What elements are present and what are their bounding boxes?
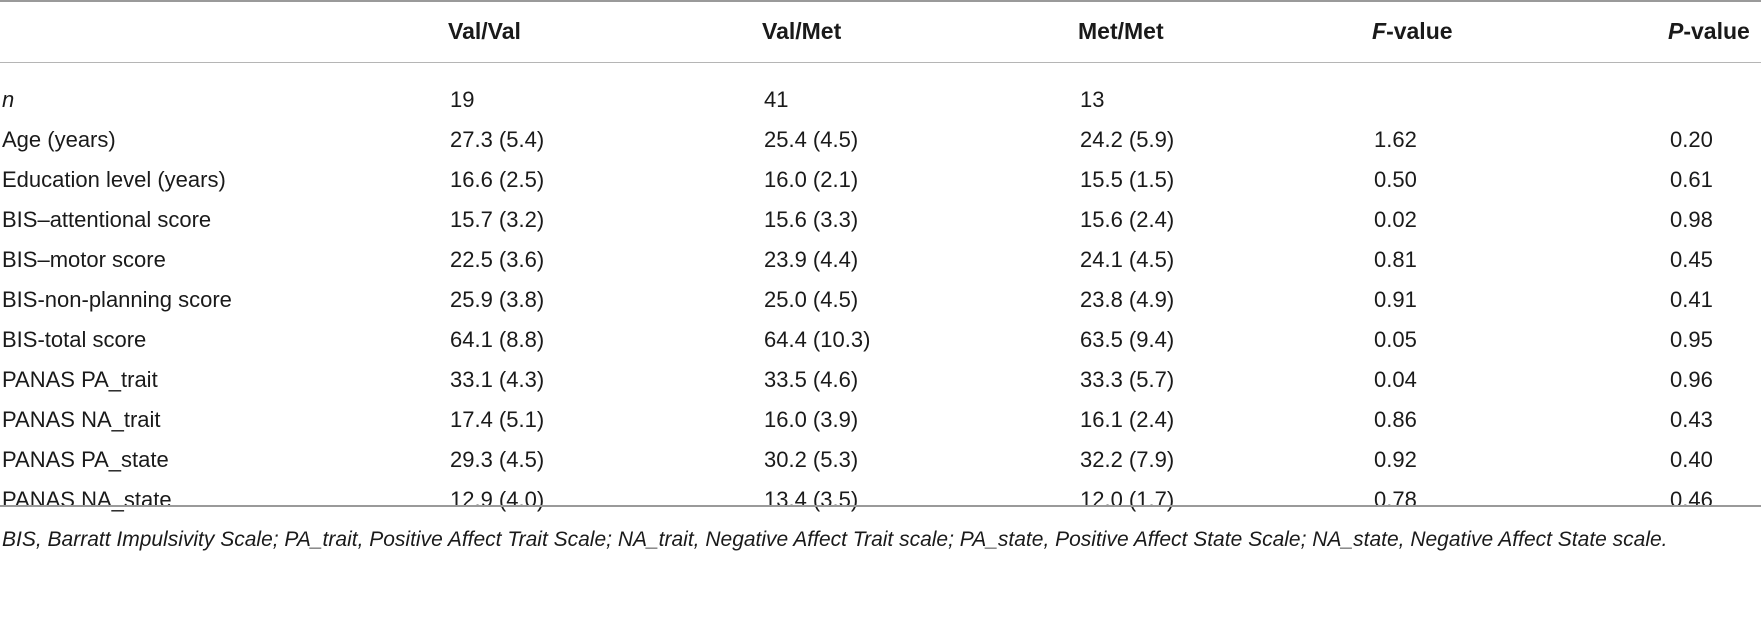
header-f-rest: -value xyxy=(1386,18,1453,44)
cell-f: 0.81 xyxy=(1374,247,1417,272)
row-label: BIS-non-planning score xyxy=(2,287,232,312)
top-rule xyxy=(0,0,1761,2)
header-val-met: Val/Met xyxy=(762,18,842,44)
row-label: BIS-total score xyxy=(2,327,147,352)
cell-f: 0.92 xyxy=(1374,447,1417,472)
table-row: PANAS NA_state 12.9 (4.0) 13.4 (3.5) 12.0 (… xyxy=(0,480,1760,520)
row-label: PANAS PA_state xyxy=(2,447,169,472)
cell-p: 0.41 xyxy=(1670,287,1713,312)
cell-c1: 16.6 (2.5) xyxy=(450,167,545,192)
table-row: BIS-total score 64.1 (8.8) 64.4 (10.3) 63.5… xyxy=(0,320,1760,360)
cell-c3: 12.0 (1.7) xyxy=(1080,487,1175,512)
cell-c1: 33.1 (4.3) xyxy=(450,367,545,392)
cell-f xyxy=(1374,80,1670,120)
row-label: BIS–motor score xyxy=(2,247,166,272)
data-table: n 19 41 13 Age (years) 27.3 (5.4) 25.4 (4.5) 24… xyxy=(0,80,1760,520)
cell-c3: 16.1 (2.4) xyxy=(1080,407,1175,432)
cell-c3: 63.5 (9.4) xyxy=(1080,327,1175,352)
cell-c2: 16.0 (2.1) xyxy=(764,167,859,192)
cell-p: 0.40 xyxy=(1670,447,1713,472)
table-row: BIS–attentional score 15.7 (3.2) 15.6 (3.3… xyxy=(0,200,1760,240)
cell-c3: 33.3 (5.7) xyxy=(1080,367,1175,392)
cell-c1: 27.3 (5.4) xyxy=(450,127,545,152)
cell-c3: 23.8 (4.9) xyxy=(1080,287,1175,312)
table-row: BIS-non-planning score 25.9 (3.8) 25.0 (4.… xyxy=(0,280,1760,320)
cell-c3: 32.2 (7.9) xyxy=(1080,447,1175,472)
cell-f: 0.50 xyxy=(1374,167,1417,192)
cell-f: 0.02 xyxy=(1374,207,1417,232)
cell-c1: 17.4 (5.1) xyxy=(450,407,545,432)
cell-c1: 64.1 (8.8) xyxy=(450,327,545,352)
cell-f: 1.62 xyxy=(1374,127,1417,152)
row-label: BIS–attentional score xyxy=(2,207,212,232)
cell-c2: 23.9 (4.4) xyxy=(764,247,859,272)
cell-c3: 24.2 (5.9) xyxy=(1080,127,1175,152)
table-row: Education level (years) 16.6 (2.5) 16.0 (2… xyxy=(0,160,1760,200)
cell-c2: 16.0 (3.9) xyxy=(764,407,859,432)
cell-p: 0.20 xyxy=(1670,127,1713,152)
cell-c3: 15.5 (1.5) xyxy=(1080,167,1175,192)
table-row: BIS–motor score 22.5 (3.6) 23.9 (4.4) 24.1 … xyxy=(0,240,1760,280)
header-p-letter: P xyxy=(1668,18,1684,44)
row-label: Age (years) xyxy=(2,127,116,152)
cell-c2: 25.4 (4.5) xyxy=(764,127,859,152)
cell-p: 0.45 xyxy=(1670,247,1713,272)
cell-c1: 22.5 (3.6) xyxy=(450,247,545,272)
header-rule xyxy=(0,62,1761,63)
row-label: PANAS PA_trait xyxy=(2,367,158,392)
row-label: Education level (years) xyxy=(2,167,226,192)
row-label: n xyxy=(2,87,15,112)
table-row: PANAS NA_trait 17.4 (5.1) 16.0 (3.9) 16.1 (… xyxy=(0,400,1760,440)
cell-p: 0.61 xyxy=(1670,167,1713,192)
cell-f: 0.05 xyxy=(1374,327,1417,352)
cell-c3: 24.1 (4.5) xyxy=(1080,247,1175,272)
cell-c2: 41 xyxy=(764,87,789,112)
table-row: n 19 41 13 xyxy=(0,80,1760,120)
bottom-rule xyxy=(0,505,1761,507)
table-row: PANAS PA_trait 33.1 (4.3) 33.5 (4.6) 33.3 (… xyxy=(0,360,1760,400)
cell-p xyxy=(1670,80,1760,120)
header-p-rest: -value xyxy=(1683,18,1750,44)
table-footnote: BIS, Barratt Impulsivity Scale; PA_trait… xyxy=(2,528,1668,551)
cell-c2: 15.6 (3.3) xyxy=(764,207,859,232)
cell-c2: 64.4 (10.3) xyxy=(764,327,871,352)
cell-f: 0.86 xyxy=(1374,407,1417,432)
cell-p: 0.43 xyxy=(1670,407,1713,432)
cell-f: 0.91 xyxy=(1374,287,1417,312)
cell-c1: 25.9 (3.8) xyxy=(450,287,545,312)
cell-p: 0.46 xyxy=(1670,487,1713,512)
cell-c1: 12.9 (4.0) xyxy=(450,487,545,512)
row-label: PANAS NA_trait xyxy=(2,407,161,432)
cell-c1: 15.7 (3.2) xyxy=(450,207,545,232)
table-row: PANAS PA_state 29.3 (4.5) 30.2 (5.3) 32.2 (… xyxy=(0,440,1760,480)
table-header-row: Val/Val Val/Met Met/Met F-value P-value xyxy=(0,0,1761,62)
table-row: Age (years) 27.3 (5.4) 25.4 (4.5) 24.2 (5.9… xyxy=(0,120,1760,160)
cell-c1: 19 xyxy=(450,87,475,112)
cell-p: 0.95 xyxy=(1670,327,1713,352)
cell-c2: 25.0 (4.5) xyxy=(764,287,859,312)
cell-c2: 33.5 (4.6) xyxy=(764,367,859,392)
cell-p: 0.98 xyxy=(1670,207,1713,232)
header-p-value: P-value xyxy=(1668,18,1750,45)
header-met-met: Met/Met xyxy=(1078,18,1164,44)
header-f-value: F-value xyxy=(1372,18,1453,45)
cell-f: 0.78 xyxy=(1374,487,1417,512)
header-f-letter: F xyxy=(1372,18,1387,44)
cell-c2: 30.2 (5.3) xyxy=(764,447,859,472)
cell-c2: 13.4 (3.5) xyxy=(764,487,859,512)
cell-c1: 29.3 (4.5) xyxy=(450,447,545,472)
cell-c3: 15.6 (2.4) xyxy=(1080,207,1175,232)
cell-c3: 13 xyxy=(1080,87,1105,112)
table-body: n 19 41 13 Age (years) 27.3 (5.4) 25.4 (4.5) 24… xyxy=(0,80,1760,520)
cell-p: 0.96 xyxy=(1670,367,1713,392)
header-val-val: Val/Val xyxy=(448,18,521,44)
cell-f: 0.04 xyxy=(1374,367,1417,392)
row-label: PANAS NA_state xyxy=(2,487,172,512)
